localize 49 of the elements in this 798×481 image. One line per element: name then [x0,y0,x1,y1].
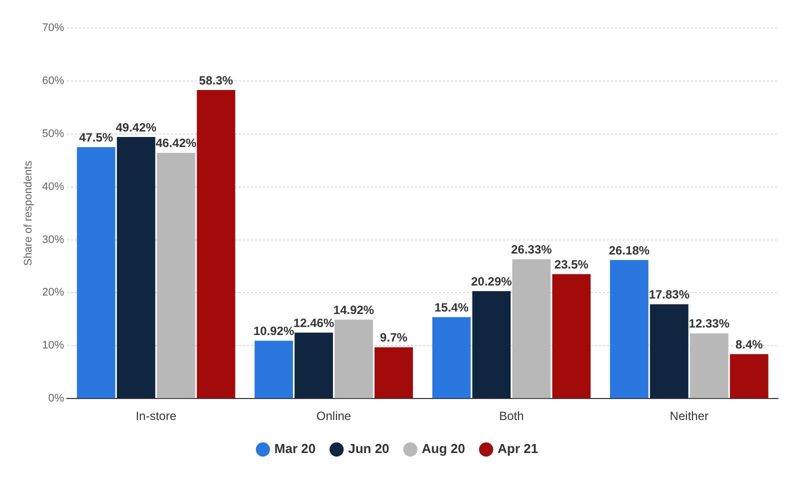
bar [730,354,768,398]
data-label: 15.4% [434,300,469,314]
legend-label: Aug 20 [422,441,466,456]
legend-label: Apr 21 [498,441,538,456]
data-label: 49.42% [116,120,157,134]
data-label: 9.7% [380,330,408,345]
data-label: 14.92% [333,302,374,317]
x-tick-label: In-store [136,409,177,424]
data-label: 20.29% [471,274,512,288]
data-label: 58.3% [199,73,234,88]
data-label: 12.33% [688,316,730,331]
bar [294,332,333,398]
bar [374,347,413,398]
bar [432,317,471,398]
data-label: 46.42% [156,136,197,150]
y-tick-label: 20% [42,286,64,299]
y-axis-title: Share of respondents [22,160,35,266]
data-label: 26.18% [608,243,650,258]
bar [156,152,196,398]
y-tick-label: 30% [42,234,64,246]
bar [254,340,293,398]
bar [552,274,591,398]
y-tick-label: 60% [42,74,64,87]
bar [472,291,511,398]
y-tick-label: 50% [42,128,64,140]
bar [690,333,728,398]
x-tick-label: Both [499,409,524,424]
bar [610,260,648,398]
bar [196,90,236,398]
y-tick-label: 70% [42,22,64,34]
bar [334,320,373,398]
y-tick-label: 0% [48,392,64,405]
x-tick-label: Online [316,409,352,424]
legend-label: Mar 20 [274,441,316,456]
data-label: 8.4% [735,337,764,352]
legend-label: Jun 20 [348,441,390,456]
data-label: 26.33% [511,242,552,257]
bar [76,147,116,398]
bar [116,136,156,398]
data-label: 10.92% [253,324,294,338]
data-label: 12.46% [293,316,334,330]
y-tick-label: 10% [42,340,64,352]
x-tick-label: Neither [670,409,708,424]
data-label: 17.83% [648,288,690,302]
bar [650,304,688,398]
data-label: 47.5% [79,130,114,144]
data-label: 23.5% [554,257,589,272]
y-tick-label: 40% [42,180,64,193]
bar [512,259,551,398]
